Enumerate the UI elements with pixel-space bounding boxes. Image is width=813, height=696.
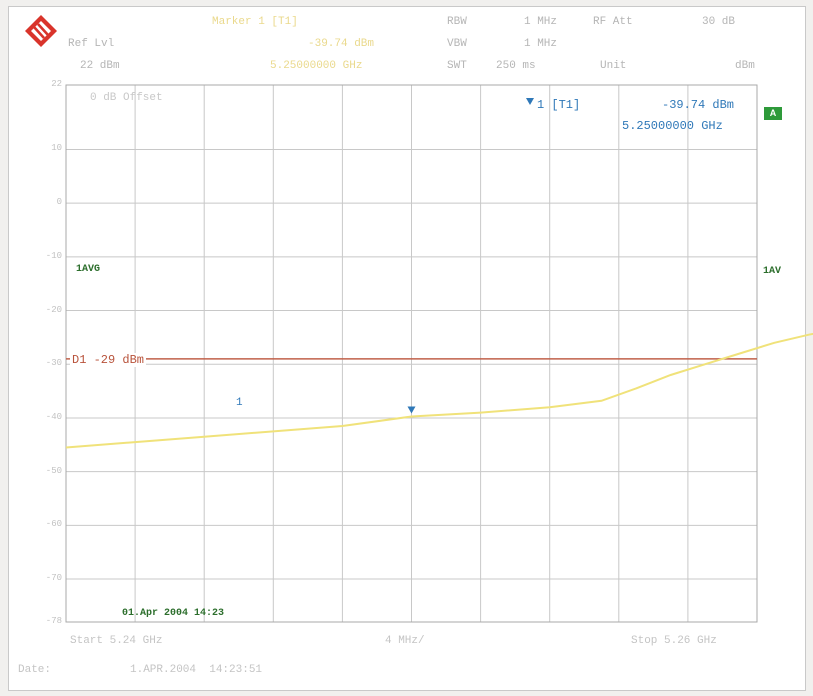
trace-label-right: 1AV	[763, 266, 782, 277]
y-tick-label: -20	[45, 304, 62, 315]
y-tick-label: -60	[45, 519, 62, 530]
marker-readout-id: 1 [T1]	[537, 98, 581, 112]
y-tick-label: -10	[45, 250, 62, 261]
marker-number: 1	[236, 397, 243, 409]
start-frequency: Start 5.24 GHz	[70, 635, 163, 647]
marker-title: Marker 1 [T1]	[212, 16, 298, 28]
marker-freq: 5.25000000 GHz	[270, 60, 363, 72]
y-tick-label: -40	[45, 411, 62, 422]
vbw-label: VBW	[447, 38, 467, 50]
swt-label: SWT	[447, 60, 467, 72]
stop-frequency: Stop 5.26 GHz	[631, 635, 717, 647]
unit-value: dBm	[735, 60, 755, 72]
screen-frame	[8, 6, 806, 691]
rf-att-label: RF Att	[593, 16, 633, 28]
timestamp: 01.Apr 2004 14:23	[122, 608, 225, 619]
marker-readout-triangle-icon	[526, 98, 534, 105]
marker-1-icon	[407, 406, 416, 414]
rf-att-value: 30 dB	[702, 16, 736, 28]
rbw-value: 1 MHz	[524, 16, 558, 28]
marker-readout-level: -39.74 dBm	[662, 98, 735, 112]
ref-lvl-value: 22 dBm	[80, 60, 120, 72]
display-line-label: D1 -29 dBm	[70, 353, 147, 367]
offset-label: 0 dB Offset	[90, 92, 163, 104]
y-tick-label: -30	[45, 358, 62, 369]
rbw-label: RBW	[447, 16, 467, 28]
marker-level: -39.74 dBm	[308, 38, 375, 50]
swt-value: 250 ms	[496, 60, 536, 72]
plot-border	[65, 84, 758, 623]
ref-lvl-label: Ref Lvl	[68, 38, 115, 50]
trace-a-badge: A	[764, 107, 782, 120]
y-tick-label: -50	[45, 465, 62, 476]
y-tick-label: 22	[51, 79, 62, 89]
trace-label-left: 1AVG	[76, 264, 101, 275]
y-tick-label: 0	[56, 197, 62, 208]
unit-label: Unit	[600, 60, 627, 72]
trace-1-avg	[65, 332, 813, 449]
vbw-value: 1 MHz	[524, 38, 558, 50]
date-value: 1.APR.2004 14:23:51	[130, 664, 263, 676]
span-per-division: 4 MHz/	[385, 635, 425, 647]
y-tick-label: -70	[45, 573, 62, 584]
rohde-schwarz-logo-icon	[25, 15, 57, 47]
y-tick-label: 10	[51, 143, 62, 154]
plot-grid	[66, 85, 757, 622]
marker-readout-freq: 5.25000000 GHz	[622, 119, 723, 133]
y-tick-label: -78	[45, 616, 62, 626]
date-label: Date:	[18, 664, 52, 676]
